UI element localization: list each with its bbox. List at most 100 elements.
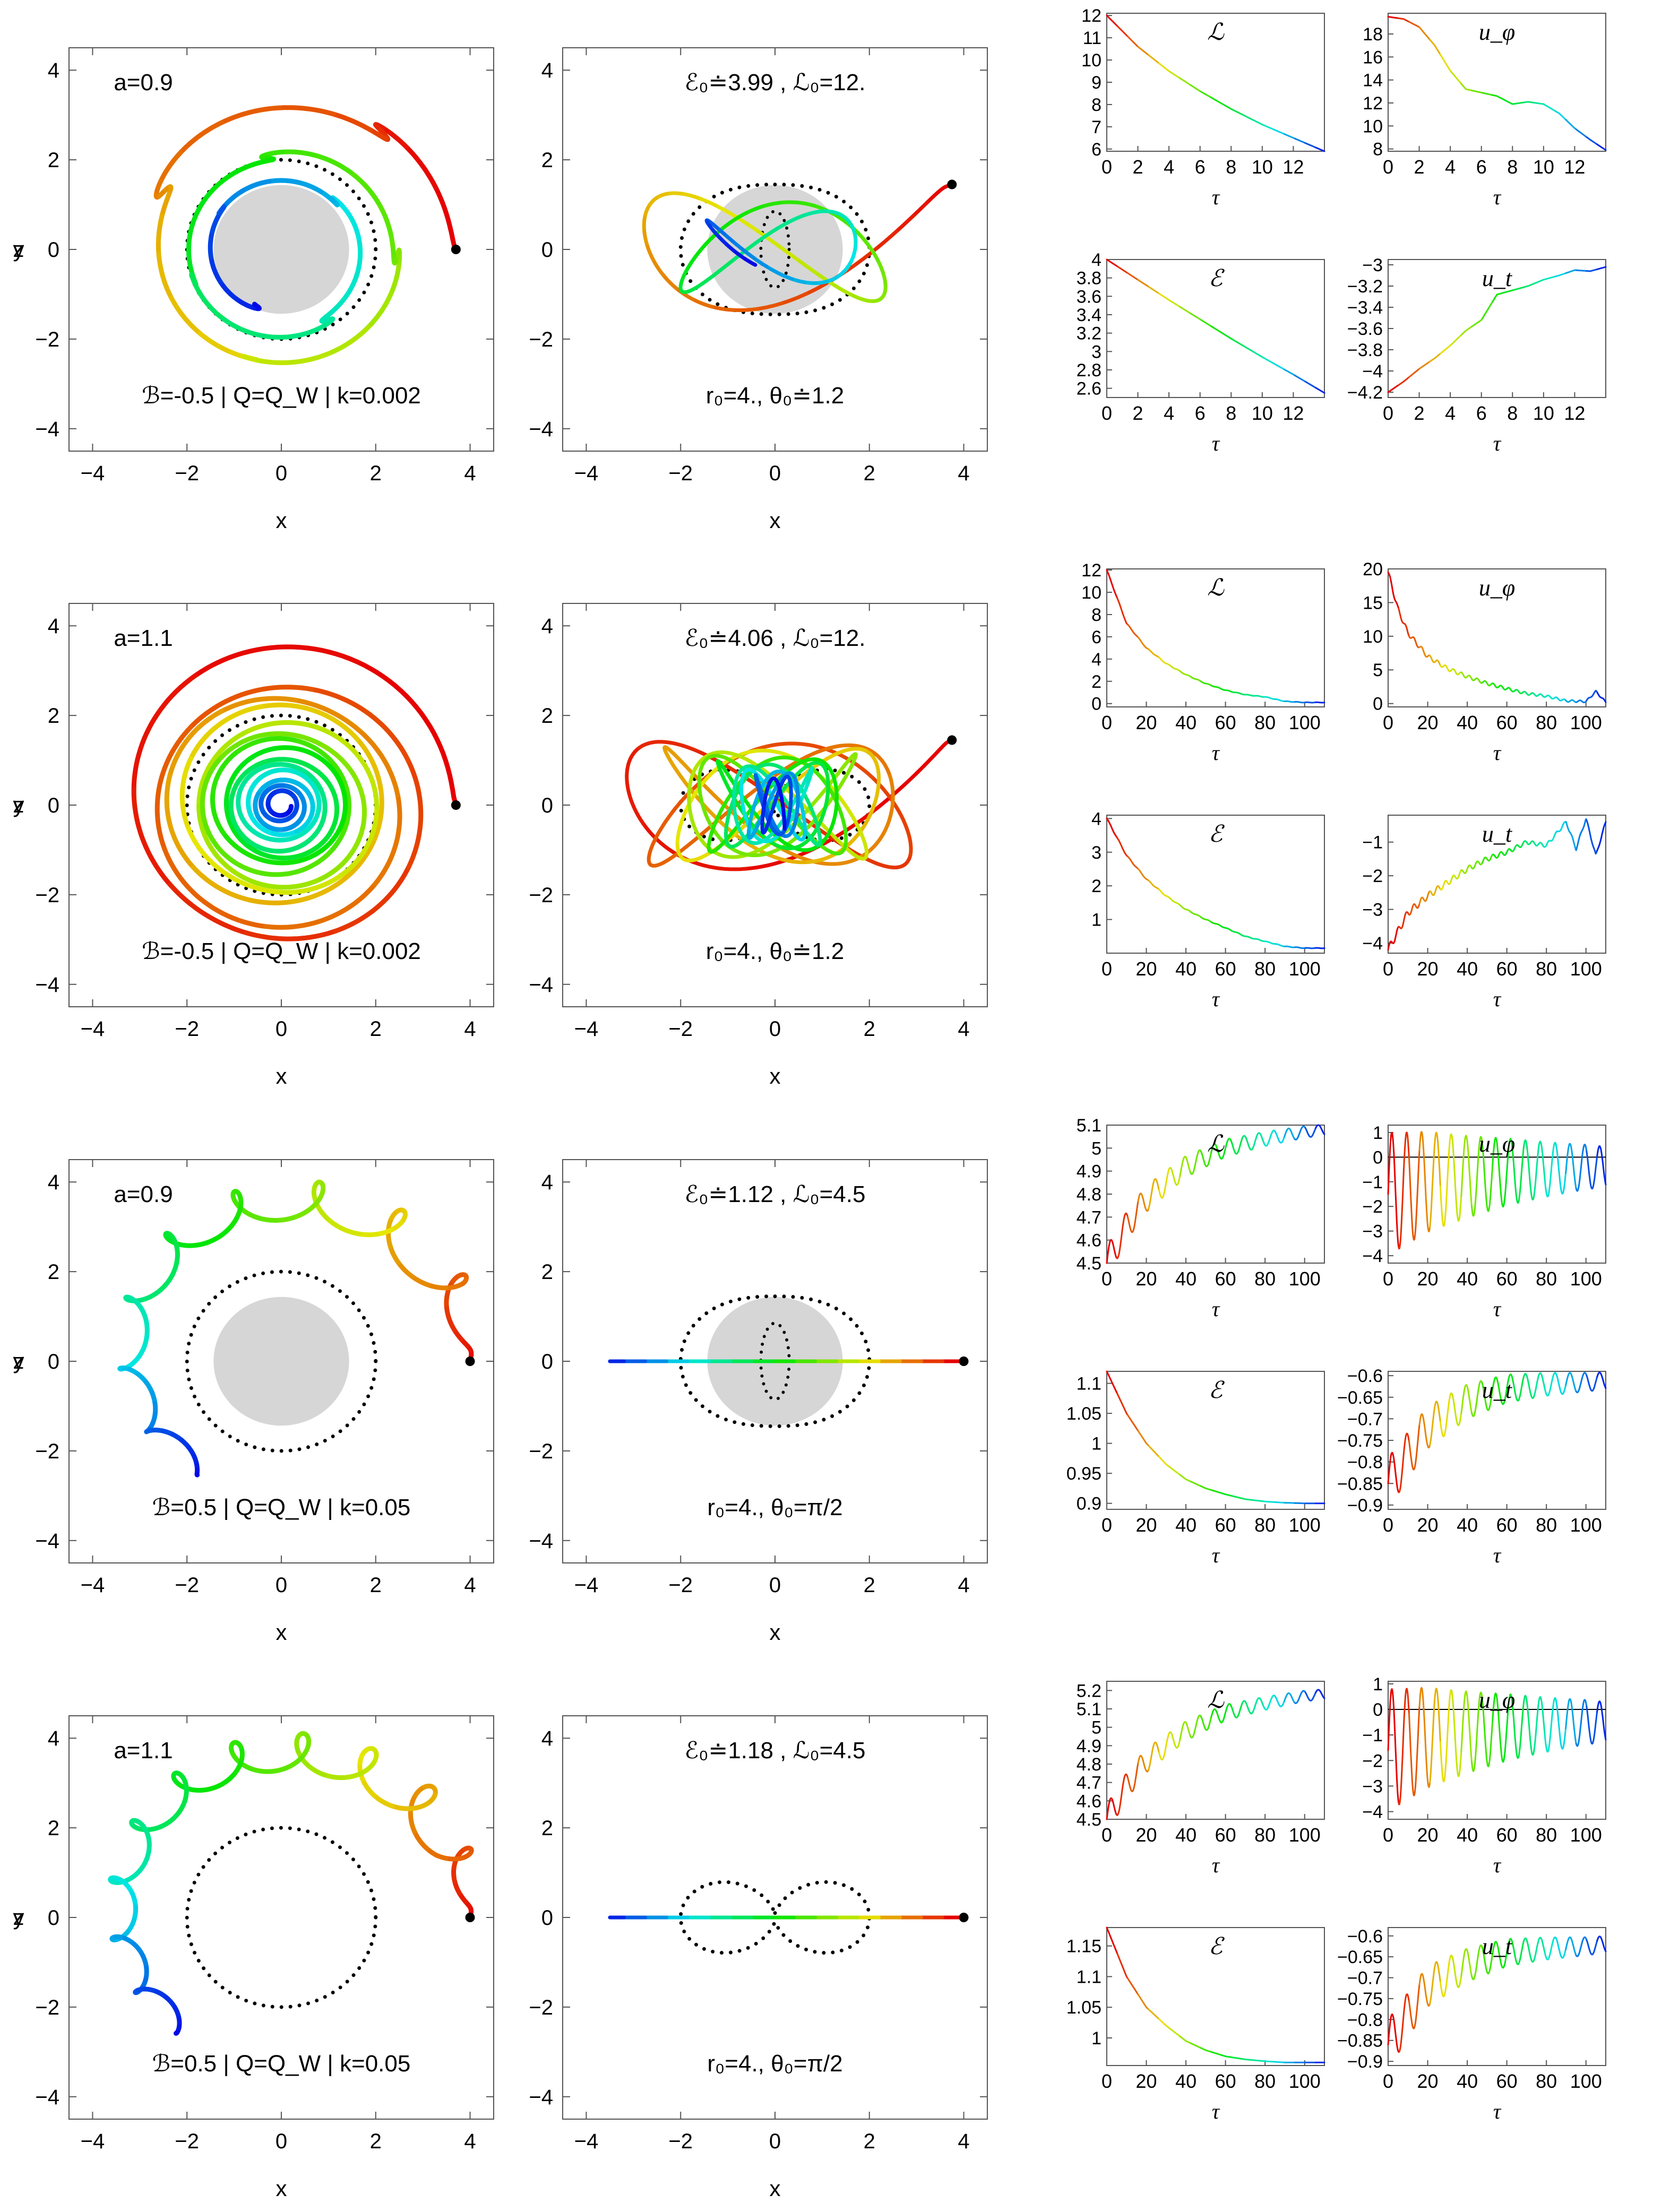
series-curve [1210,325,1222,334]
x-tick-label: 0 [1383,156,1393,178]
ergosphere-boundary [678,1294,872,1428]
y-tick-label: 3 [1091,843,1101,863]
y-tick-label: −2 [35,1440,59,1463]
series-panel [1106,815,1325,954]
series-curve [1106,14,1118,27]
series-curve [1148,648,1160,659]
x-tick-label: 60 [1215,958,1236,980]
series-curve [1439,1690,1452,1783]
series-curve [1231,2057,1244,2060]
series-curve [1262,357,1275,365]
orbit-trajectory [290,326,321,339]
x-axis-label: τ [1493,2099,1502,2123]
series-curve [1596,143,1607,151]
series-curve [1596,1700,1607,1741]
series-curve [1512,1700,1525,1759]
orbit-trajectory [409,1801,431,1811]
y-tick-label: 10 [1081,50,1101,71]
series-curve [1439,1134,1452,1227]
x-tick-label: 2 [864,1574,875,1597]
series-curve [1116,1773,1129,1816]
orbit-projection [643,202,652,217]
series-curve [1429,352,1441,362]
y-tick-label: −2 [35,884,59,907]
y-tick-label: −2 [529,884,553,907]
series-curve [1168,71,1181,79]
orbit-trajectory [339,1225,361,1237]
x-tick-label: 2 [864,1017,875,1041]
orbit-trajectory [288,791,299,810]
y-tick-label: −4 [529,2086,553,2109]
series-curve [1450,70,1462,85]
x-tick-label: 4 [464,2130,476,2153]
orbit-projection [781,774,793,788]
orbit-trajectory [279,871,346,895]
series-curve [1398,1993,1410,2053]
series-curve [1596,821,1607,852]
orbit-projection [731,765,746,810]
orbit-trajectory [288,349,335,365]
series-curve [1512,1145,1525,1204]
orbit-projection [777,272,794,281]
orbit-trajectory [271,816,290,824]
series-curve [1450,334,1462,346]
series-curve [1492,1941,1504,1969]
orbit-trajectory [223,784,243,841]
series-curve [1315,146,1325,152]
series-curve [1450,668,1462,676]
orbit-trajectory [277,105,337,117]
series-curve [1315,701,1325,704]
x-tick-label: 0 [769,1017,781,1041]
orbit-trajectory [369,287,395,326]
orbit-projection [825,828,848,856]
orbit-trajectory [198,1784,221,1793]
orbit-projection [753,773,762,797]
series-curve [1252,938,1264,942]
y-tick-label: 15 [1363,593,1383,613]
series-curve [1439,1393,1452,1438]
y-tick-label: −2 [1362,1751,1383,1771]
orbit-trajectory [259,846,335,877]
y-tick-label: 0 [48,238,59,262]
series-curve [1481,1697,1494,1767]
orbit-trajectory [301,768,328,807]
series-curve [1460,1384,1473,1414]
series-panel [1387,815,1607,954]
orbit-trajectory [203,822,264,876]
spin-label: a=1.1 [114,625,173,651]
orbit-trajectory [341,1770,365,1780]
orbit-trajectory [388,1243,401,1265]
orbit-projection [726,767,757,821]
series-curve [1408,368,1420,378]
series-curve [1429,1131,1441,1228]
series-curve [1492,1376,1504,1405]
x-tick-label: 4 [958,2130,969,2153]
series-curve [1126,1414,1139,1432]
x-tick-label: 0 [276,2130,287,2153]
x-tick-label: 8 [1226,402,1236,424]
series-curve [1418,1131,1431,1233]
orbit-projection [881,271,888,286]
series-name: u_φ [1479,1687,1515,1713]
x-tick-label: 0 [769,2130,781,2153]
x-tick-label: 60 [1215,1268,1236,1290]
x-tick-label: 10 [1252,156,1273,178]
x-tick-label: 0 [1101,1824,1112,1846]
series-curve [1304,381,1317,389]
series-curve [1106,1926,1118,1955]
series-curve [1502,98,1514,105]
series-curve [1554,272,1567,278]
y-tick-label: −3 [1362,900,1383,920]
series-curve [1565,821,1577,851]
initial-position-caption: r₀=4., θ₀=π/2 [707,1494,842,1520]
series-curve [1387,1688,1400,1804]
series-curve [1492,1692,1504,1763]
series-curve [1502,1138,1514,1208]
x-tick-label: 4 [958,1017,969,1041]
x-tick-label: −2 [175,1017,199,1041]
x-tick-label: 6 [1476,156,1487,178]
y-tick-label: 2 [541,1260,553,1284]
series-curve [1418,360,1431,370]
orbit-trajectory [318,189,336,204]
orbit-projection [805,766,814,788]
